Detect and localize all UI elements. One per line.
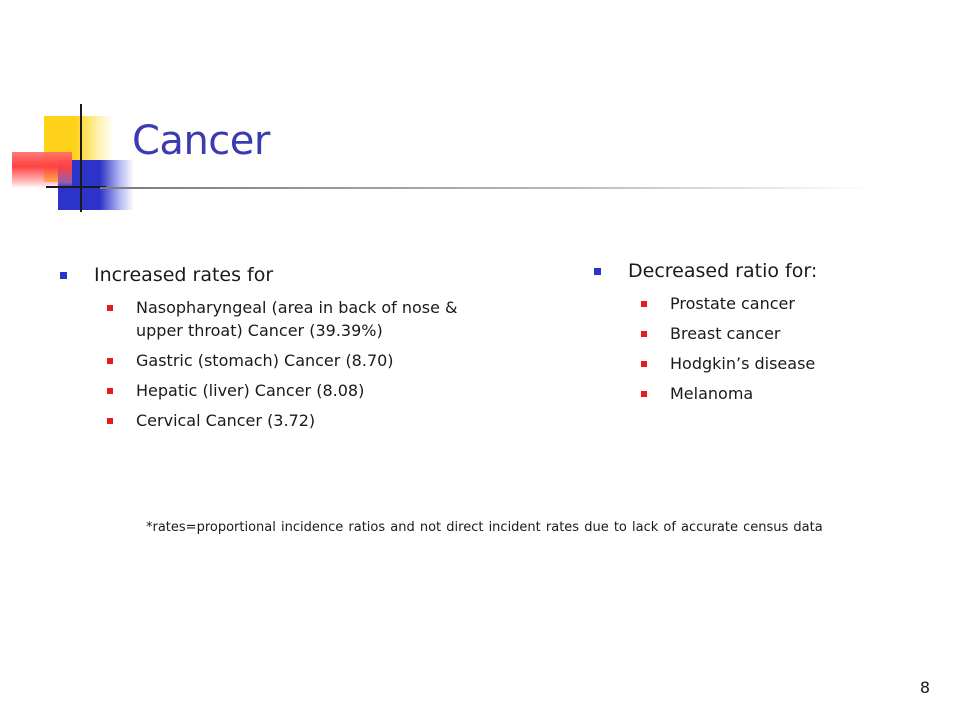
decreased-ratio-heading: Decreased ratio for: — [628, 260, 818, 282]
list-item: Melanoma — [594, 382, 924, 405]
deco-red-square — [12, 152, 72, 188]
square-bullet-icon — [107, 418, 113, 424]
slide-title: Cancer — [132, 118, 270, 164]
title-decoration — [0, 0, 140, 230]
bullet-decreased-ratio: Decreased ratio for: Prostate cancer Bre… — [594, 258, 924, 405]
list-item: Hepatic (liver) Cancer (8.08) — [60, 379, 540, 402]
page-number: 8 — [919, 678, 930, 697]
square-bullet-icon — [107, 388, 113, 394]
deco-horizontal-line — [46, 186, 106, 188]
list-item: Nasopharyngeal (area in back of nose & u… — [60, 296, 540, 342]
decreased-ratio-column: Decreased ratio for: Prostate cancer Bre… — [594, 258, 924, 412]
square-bullet-icon — [641, 301, 647, 307]
footnote: *rates=proportional incidence ratios and… — [146, 520, 823, 535]
square-bullet-icon — [107, 358, 113, 364]
square-bullet-icon — [641, 391, 647, 397]
list-item: Breast cancer — [594, 322, 924, 345]
title-underline — [100, 187, 870, 189]
list-item: Hodgkin’s disease — [594, 352, 924, 375]
bullet-increased-rates: Increased rates for Nasopharyngeal (area… — [60, 262, 540, 432]
deco-vertical-line — [80, 104, 82, 212]
list-item: Cervical Cancer (3.72) — [60, 409, 540, 432]
list-item: Gastric (stomach) Cancer (8.70) — [60, 349, 540, 372]
list-item: Prostate cancer — [594, 292, 924, 315]
square-bullet-icon — [60, 272, 67, 279]
increased-rates-column: Increased rates for Nasopharyngeal (area… — [60, 262, 540, 439]
square-bullet-icon — [641, 361, 647, 367]
increased-rates-heading: Increased rates for — [94, 264, 274, 286]
square-bullet-icon — [594, 268, 601, 275]
square-bullet-icon — [107, 305, 113, 311]
square-bullet-icon — [641, 331, 647, 337]
